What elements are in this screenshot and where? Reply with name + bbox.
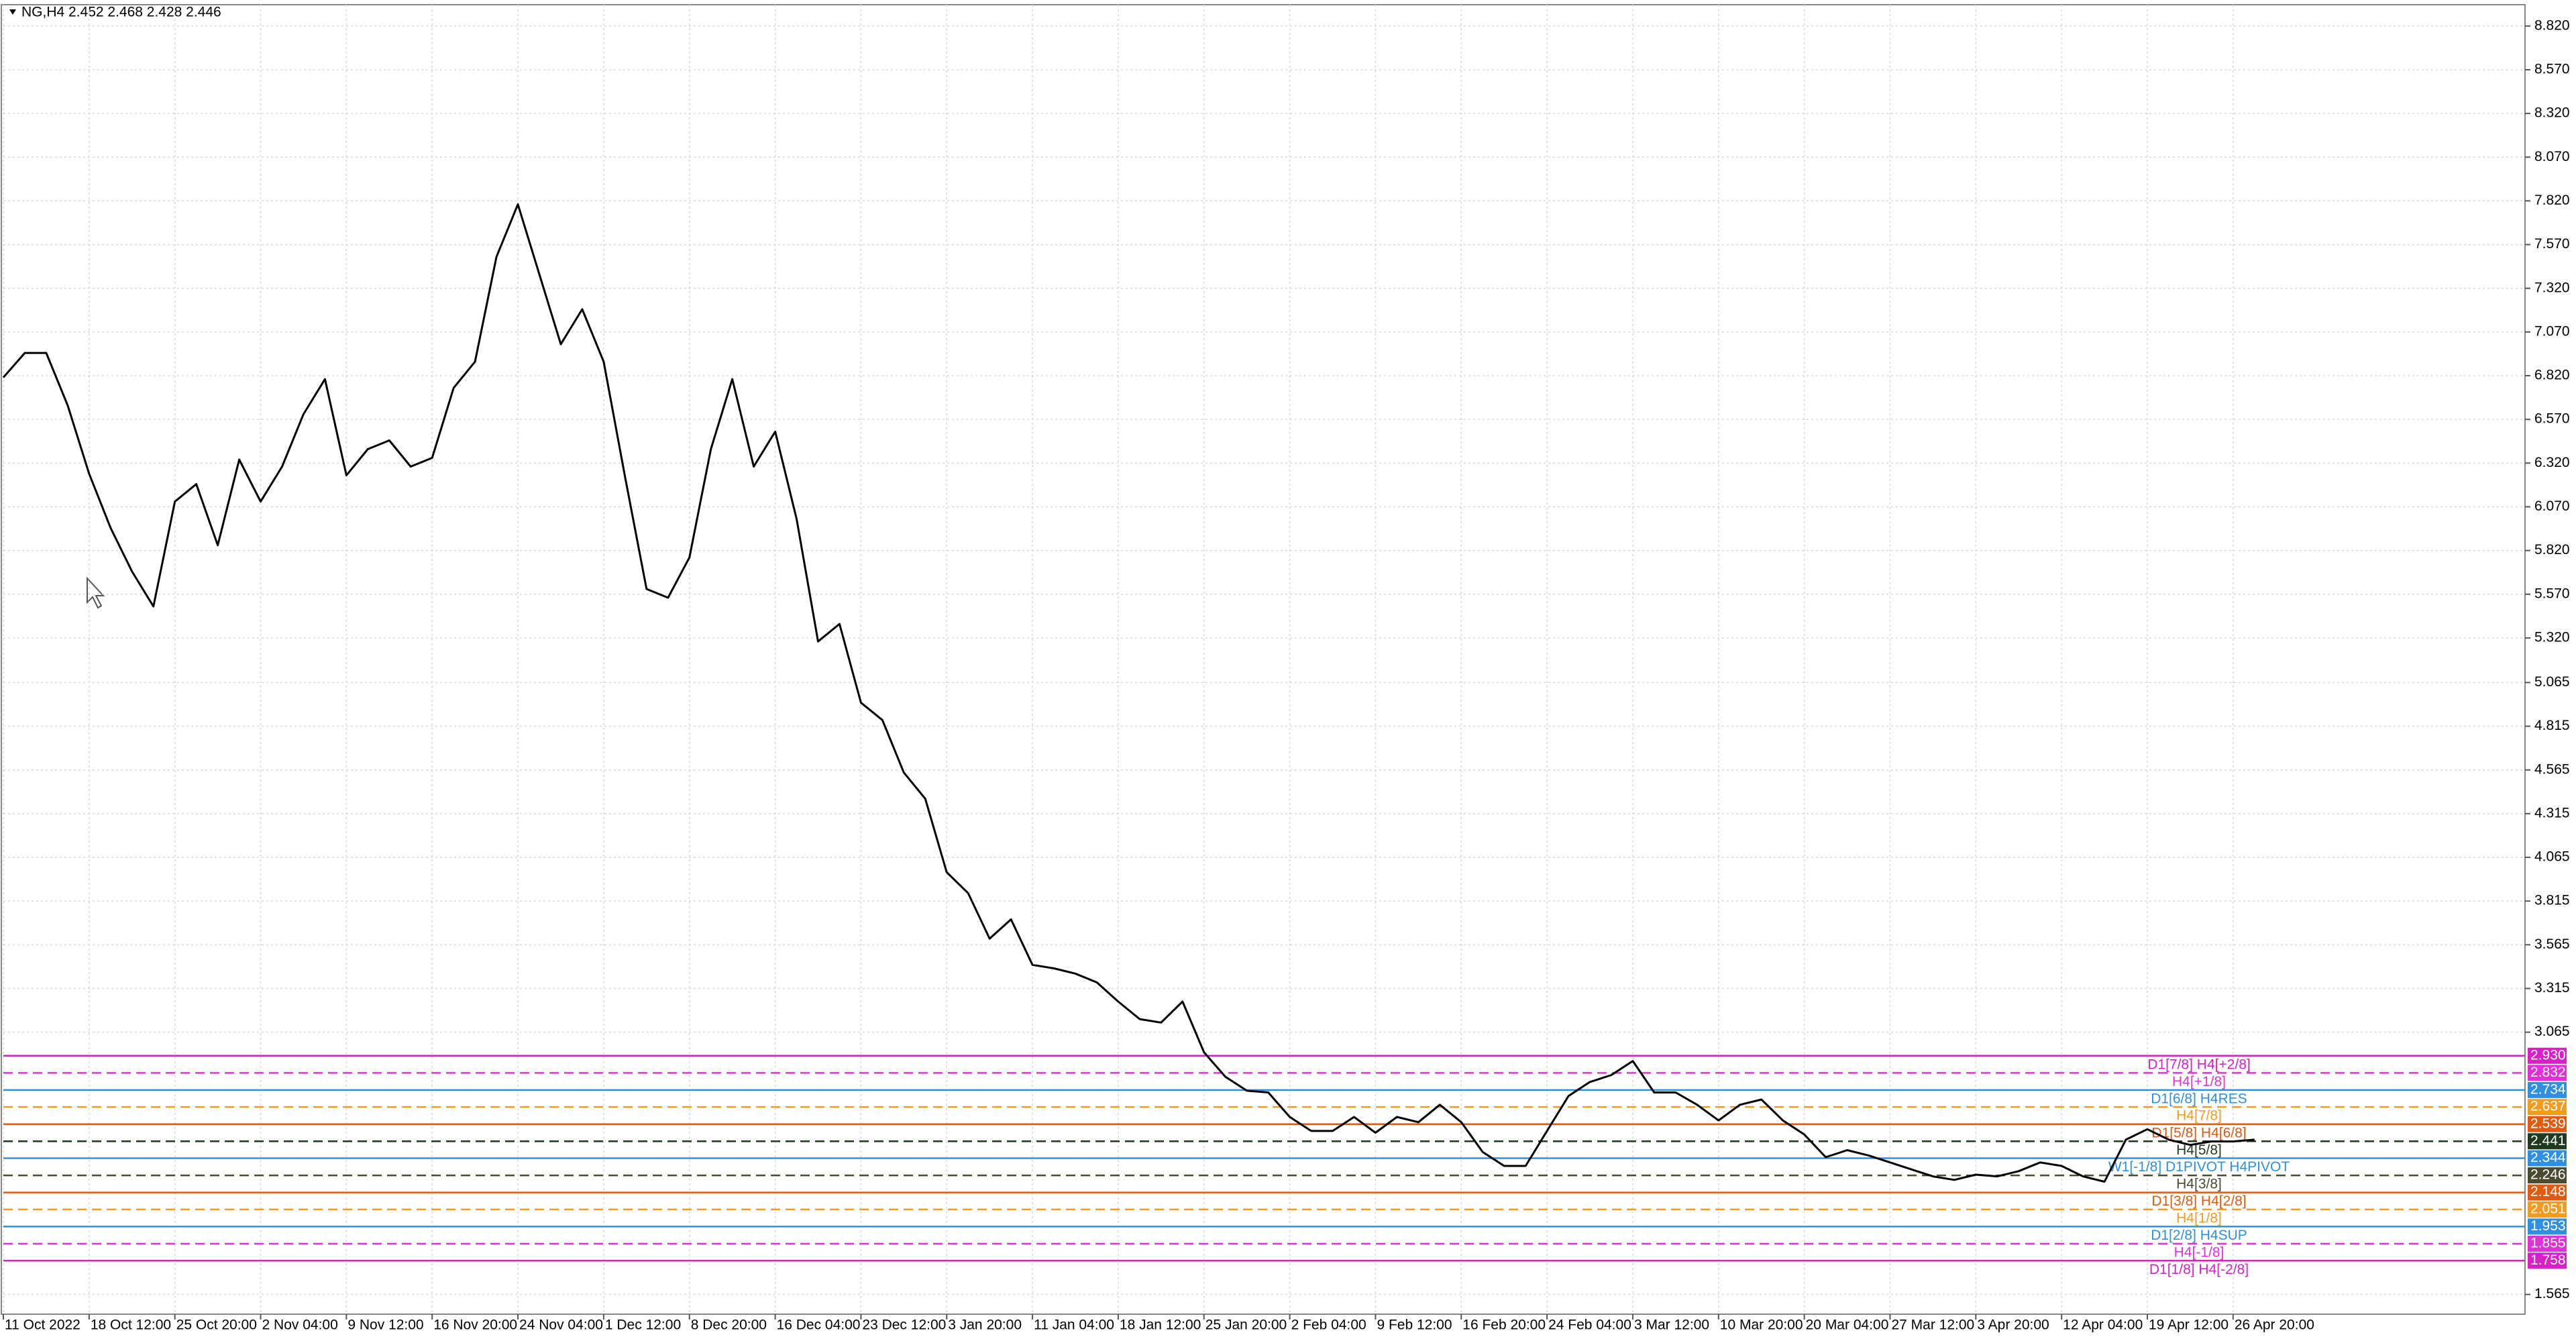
price-tag [2528,1047,2567,1064]
level-name: H4[-1/8] [2174,1245,2224,1261]
level-name: D1[1/8] H4[-2/8] [2149,1262,2249,1277]
price-tag [2528,1150,2567,1167]
x-tick-label: 3 Jan 20:00 [948,1318,1022,1333]
x-tick-label: 23 Dec 12:00 [862,1318,946,1333]
x-tick-label: 2 Feb 04:00 [1291,1318,1366,1333]
x-tick-label: 9 Feb 12:00 [1377,1318,1452,1333]
y-tick-label: 1.565 [2534,1286,2570,1301]
x-tick-label: 12 Apr 04:00 [2063,1318,2143,1333]
price-tag-label: 2.051 [2530,1201,2566,1216]
x-tick-label: 11 Oct 2022 [5,1318,80,1333]
x-tick-label: 16 Dec 04:00 [777,1318,861,1333]
price-tag [2528,1184,2567,1201]
price-tag-label: 2.637 [2530,1099,2566,1114]
x-tick-label: 3 Apr 20:00 [1977,1318,2049,1333]
price-tag [2528,1218,2567,1235]
y-tick-label: 7.320 [2534,280,2570,295]
x-tick-label: 10 Mar 20:00 [1720,1318,1803,1333]
y-tick-label: 8.570 [2534,61,2570,76]
chart-title: NG,H4 2.452 2.468 2.428 2.446 [21,5,221,20]
y-tick-label: 5.570 [2534,586,2570,601]
level-name: H4[+1/8] [2172,1074,2226,1089]
y-tick-label: 8.070 [2534,149,2570,164]
x-tick-label: 19 Apr 12:00 [2149,1318,2229,1333]
y-tick-label: 4.565 [2534,761,2570,777]
y-tick-label: 3.065 [2534,1024,2570,1039]
x-tick-label: 16 Nov 20:00 [433,1318,517,1333]
price-tag-label: 2.344 [2530,1150,2566,1165]
price-tag [2528,1252,2567,1269]
level-name: H4[1/8] [2176,1210,2222,1226]
price-tag-label: 2.539 [2530,1116,2566,1131]
x-tick-label: 27 Mar 12:00 [1891,1318,1974,1333]
y-tick-label: 4.065 [2534,849,2570,865]
y-tick-label: 7.070 [2534,323,2570,339]
y-tick-label: 6.570 [2534,411,2570,427]
price-tag-label: 2.441 [2530,1133,2566,1148]
level-name: D1[6/8] H4RES [2151,1091,2247,1106]
price-tag-label: 2.832 [2530,1065,2566,1080]
x-tick-label: 16 Feb 20:00 [1462,1318,1546,1333]
level-name: H4[7/8] [2176,1108,2222,1124]
x-tick-label: 11 Jan 04:00 [1034,1318,1114,1333]
level-name: W1[-1/8] D1PIVOT H4PIVOT [2108,1159,2290,1175]
y-tick-label: 5.065 [2534,674,2570,690]
price-tag-label: 1.953 [2530,1218,2566,1234]
y-tick-label: 6.820 [2534,368,2570,383]
price-tag [2528,1065,2567,1081]
level-name: D1[7/8] H4[+2/8] [2147,1057,2251,1072]
y-tick-label: 3.315 [2534,980,2570,996]
x-tick-label: 20 Mar 04:00 [1806,1318,1889,1333]
grid [3,5,2525,1314]
y-tick-label: 6.320 [2534,455,2570,470]
y-tick-label: 7.820 [2534,193,2570,208]
y-tick-label: 8.320 [2534,105,2570,121]
x-tick-label: 3 Mar 12:00 [1634,1318,1709,1333]
x-tick-label: 18 Oct 12:00 [91,1318,171,1333]
x-tick-label: 18 Jan 12:00 [1120,1318,1201,1333]
price-tag [2528,1235,2567,1252]
price-tag [2528,1167,2567,1184]
x-tick-label: 24 Feb 04:00 [1548,1318,1631,1333]
price-tag [2528,1116,2567,1132]
price-tag-label: 2.930 [2530,1047,2566,1063]
y-tick-label: 3.815 [2534,893,2570,908]
price-line [2,203,2255,1183]
menu-arrow [9,9,16,15]
y-tick-label: 6.070 [2534,498,2570,514]
x-tick-label: 25 Jan 20:00 [1205,1318,1287,1333]
y-tick-label: 8.820 [2534,17,2570,33]
y-tick-label: 3.565 [2534,936,2570,952]
level-name: H4[5/8] [2176,1142,2222,1158]
level-name: D1[5/8] H4[6/8] [2151,1125,2246,1140]
price-tag [2528,1081,2567,1098]
y-tick-label: 5.820 [2534,542,2570,557]
x-tick-label: 9 Nov 12:00 [347,1318,423,1333]
price-tag [2528,1099,2567,1116]
x-tick-label: 25 Oct 20:00 [176,1318,257,1333]
y-tick-label: 4.815 [2534,718,2570,733]
price-tag [2528,1201,2567,1218]
x-tick-label: 26 Apr 20:00 [2235,1318,2314,1333]
level-name: D1[2/8] H4SUP [2151,1228,2247,1243]
x-tick-label: 24 Nov 04:00 [519,1318,603,1333]
x-tick-label: 2 Nov 04:00 [262,1318,338,1333]
price-tag-label: 2.734 [2530,1081,2566,1097]
price-tag [2528,1133,2567,1150]
level-name: H4[3/8] [2176,1177,2222,1192]
y-tick-label: 4.315 [2534,805,2570,820]
price-tag-label: 1.855 [2530,1236,2566,1251]
x-tick-label: 1 Dec 12:00 [605,1318,681,1333]
x-tick-label: 8 Dec 20:00 [691,1318,767,1333]
level-name: D1[3/8] H4[2/8] [2151,1193,2246,1209]
price-tag-label: 2.246 [2530,1167,2566,1183]
price-tag-label: 1.758 [2530,1252,2566,1268]
mouse-cursor [87,576,105,609]
y-tick-label: 7.570 [2534,236,2570,252]
plot-frame [1,4,2526,1315]
y-tick-label: 5.320 [2534,629,2570,645]
price-tag-label: 2.148 [2530,1184,2566,1199]
